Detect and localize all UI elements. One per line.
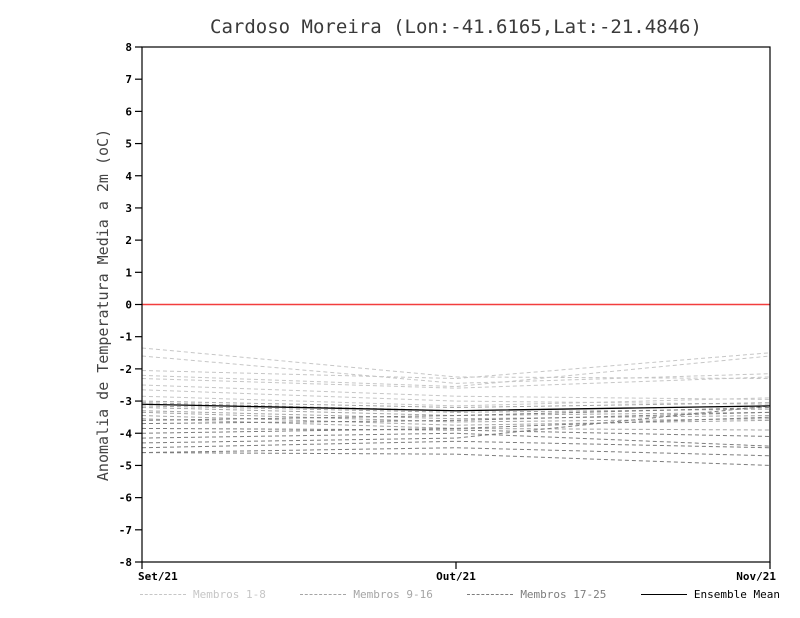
x-tick-label: Set/21 xyxy=(138,570,178,583)
y-tick-label: 1 xyxy=(125,266,132,279)
y-tick-label: 3 xyxy=(125,202,132,215)
dashed-line-sample-icon xyxy=(300,593,347,595)
x-axis-ticks: Set/21 Out/21 Nov/21 xyxy=(138,562,776,583)
ensemble-member-line xyxy=(141,355,771,384)
y-tick-label: 4 xyxy=(125,170,132,183)
legend-label: Membros 17-25 xyxy=(520,587,607,601)
y-tick-label: -4 xyxy=(119,427,133,440)
y-tick-label: -3 xyxy=(119,395,132,408)
ensemble-member-line xyxy=(141,405,771,444)
y-tick-label: -2 xyxy=(119,363,132,376)
ensemble-member-line xyxy=(141,452,771,466)
chart-title: Cardoso Moreira (Lon:-41.6165,Lat:-21.48… xyxy=(210,16,702,38)
legend-label: Ensemble Mean xyxy=(693,587,780,601)
y-tick-label: 0 xyxy=(125,299,132,312)
ensemble-member-line xyxy=(141,384,771,400)
legend-item-ensemble-mean: Ensemble Mean xyxy=(640,587,780,601)
y-tick-label: -5 xyxy=(119,459,132,472)
legend-label: Membros 1-8 xyxy=(193,587,266,601)
y-tick-label: 7 xyxy=(125,73,132,86)
ensemble-mean-line xyxy=(141,403,771,412)
dashed-line-sample-icon xyxy=(140,593,186,595)
y-axis-ticks: -8 -7 -6 -5 -4 -3 -2 -1 0 1 2 3 4 5 6 7 8 xyxy=(119,41,142,569)
y-axis-label: Anomalia de Temperatura Media a 2m (oC) xyxy=(94,129,112,481)
x-tick-label: Out/21 xyxy=(436,570,476,583)
plot-frame xyxy=(141,46,771,563)
ensemble-member-line xyxy=(141,389,771,405)
y-tick-label: 5 xyxy=(125,138,132,151)
dashed-line-sample-icon xyxy=(467,593,514,595)
solid-line-sample-icon xyxy=(640,593,687,595)
legend-item-membros-1-8: Membros 1-8 xyxy=(140,588,266,601)
y-tick-label: 6 xyxy=(125,105,132,118)
y-tick-label: -7 xyxy=(119,524,132,537)
legend-item-membros-17-25: Membros 17-25 xyxy=(467,588,606,601)
y-tick-label: -8 xyxy=(119,556,132,569)
x-tick-label: Nov/21 xyxy=(736,570,776,583)
ensemble-member-line xyxy=(141,447,771,457)
ensemble-member-line xyxy=(141,432,771,447)
y-tick-label: -6 xyxy=(119,492,133,505)
legend-item-membros-9-16: Membros 9-16 xyxy=(300,587,433,601)
legend-label: Membros 9-16 xyxy=(353,587,433,601)
y-tick-label: -1 xyxy=(119,331,133,344)
y-tick-label: 2 xyxy=(125,234,132,247)
series-lines xyxy=(141,347,771,466)
ensemble-member-line xyxy=(141,347,771,380)
y-tick-label: 8 xyxy=(125,41,132,54)
chart-legend: Membros 1-8 Membros 9-16 Membros 17-25 E… xyxy=(140,583,780,605)
